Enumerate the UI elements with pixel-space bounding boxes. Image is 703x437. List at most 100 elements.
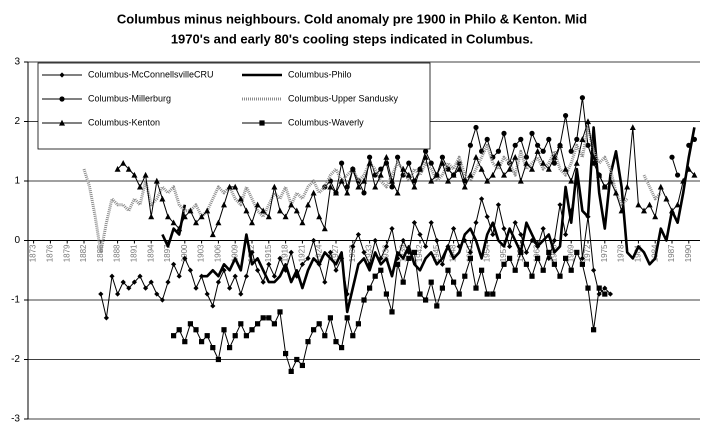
marker: [227, 285, 233, 291]
marker: [193, 285, 199, 291]
marker: [652, 213, 659, 220]
marker: [355, 183, 362, 190]
marker: [383, 243, 389, 250]
marker: [579, 136, 586, 142]
marker: [411, 249, 417, 255]
marker: [423, 297, 429, 303]
marker: [237, 195, 244, 202]
marker: [546, 255, 552, 261]
marker: [568, 267, 574, 273]
marker: [344, 291, 350, 297]
marker: [579, 261, 585, 267]
marker: [439, 159, 446, 166]
marker: [232, 273, 238, 279]
x-tick-label: 1915: [264, 244, 273, 262]
marker: [215, 219, 222, 226]
marker: [540, 159, 547, 166]
marker: [686, 142, 692, 148]
marker: [395, 255, 401, 261]
legend-label: Columbus-McConnellsvilleCRU: [88, 69, 214, 79]
marker: [171, 333, 177, 339]
marker: [428, 177, 435, 184]
marker: [596, 291, 602, 297]
marker: [333, 189, 339, 196]
marker: [624, 183, 631, 190]
marker: [635, 201, 642, 208]
marker: [501, 171, 507, 178]
marker: [293, 207, 300, 214]
marker: [339, 345, 345, 351]
marker: [333, 339, 339, 345]
marker: [299, 219, 306, 226]
marker: [389, 309, 395, 315]
marker: [154, 291, 160, 297]
marker: [215, 279, 221, 285]
marker: [176, 273, 182, 279]
marker: [518, 231, 524, 238]
marker: [142, 171, 149, 178]
marker: [143, 285, 149, 291]
x-tick-label: 1975: [600, 244, 609, 262]
marker: [395, 154, 401, 160]
marker: [518, 136, 524, 142]
marker: [585, 142, 591, 148]
marker: [165, 279, 171, 285]
marker: [517, 177, 524, 184]
marker: [361, 177, 367, 184]
x-tick-label: 1972: [583, 244, 592, 262]
marker: [434, 303, 440, 309]
marker: [243, 207, 250, 214]
x-tick-label: 1897: [163, 244, 172, 262]
marker: [182, 339, 188, 345]
marker: [523, 249, 529, 255]
marker: [126, 285, 132, 291]
x-tick-label: 1957: [499, 244, 508, 262]
marker: [271, 321, 277, 327]
marker: [355, 321, 361, 327]
marker: [507, 255, 513, 261]
marker: [266, 261, 272, 267]
marker: [456, 165, 463, 172]
marker: [417, 165, 423, 172]
marker: [562, 165, 569, 172]
marker: [467, 142, 473, 148]
marker: [423, 148, 429, 154]
marker: [321, 225, 328, 232]
marker: [657, 183, 664, 190]
marker: [204, 333, 210, 339]
marker: [546, 249, 552, 255]
marker: [294, 356, 300, 363]
marker: [378, 267, 384, 273]
legend-label: Columbus-Millerburg: [88, 93, 171, 103]
marker: [361, 297, 367, 303]
marker: [377, 171, 384, 178]
marker: [238, 291, 244, 297]
y-tick-label: 2: [14, 116, 20, 127]
marker: [372, 183, 379, 190]
y-tick-label: 0: [14, 235, 20, 246]
marker: [691, 136, 698, 142]
marker: [518, 249, 524, 255]
marker: [221, 201, 227, 208]
marker: [232, 183, 239, 190]
marker: [546, 136, 552, 142]
marker: [501, 130, 507, 136]
marker: [271, 183, 278, 190]
marker: [193, 219, 199, 226]
marker: [411, 220, 417, 226]
marker: [103, 315, 109, 321]
x-tick-label: 1933: [365, 244, 374, 262]
marker: [400, 237, 406, 244]
marker: [372, 172, 378, 178]
marker: [131, 279, 137, 285]
marker: [495, 159, 502, 166]
marker: [277, 255, 283, 261]
marker: [417, 231, 423, 238]
x-tick-label: 1909: [230, 244, 239, 262]
marker: [249, 327, 255, 333]
marker: [445, 177, 451, 184]
marker: [148, 279, 154, 285]
marker: [479, 267, 485, 273]
marker: [109, 273, 115, 279]
